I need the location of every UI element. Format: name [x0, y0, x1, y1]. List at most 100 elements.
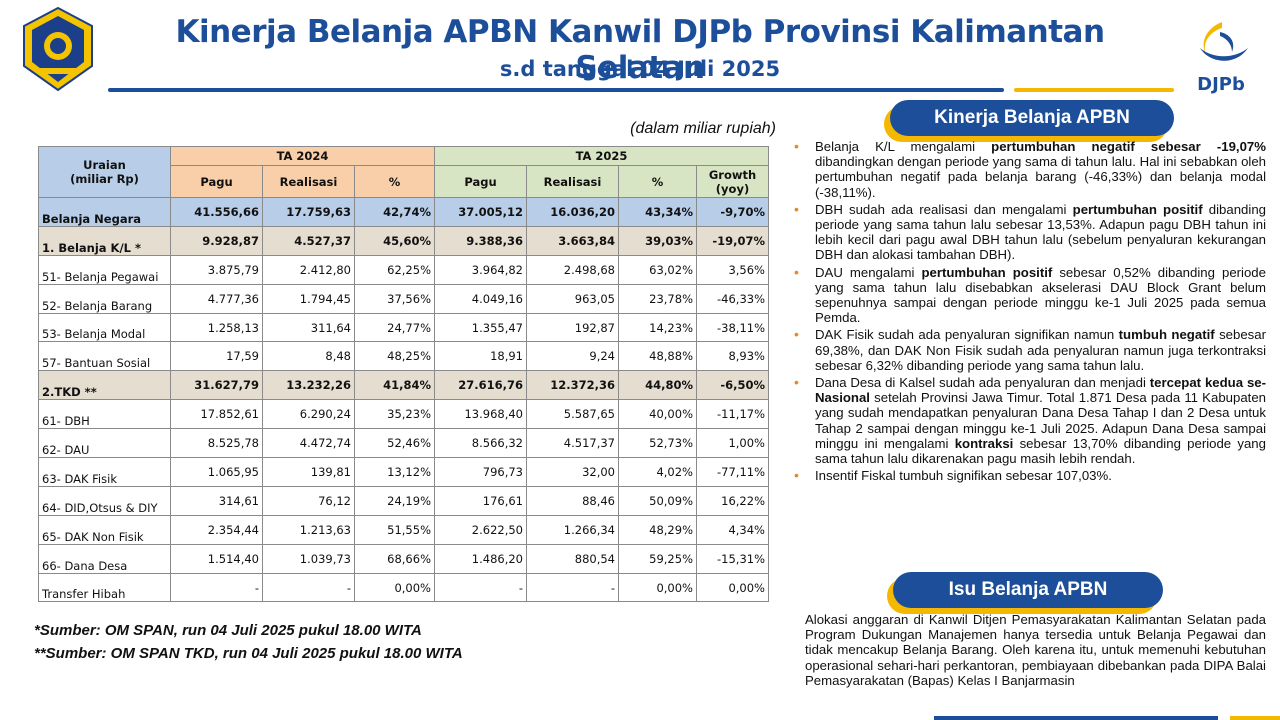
subheader-pct-2024: %: [354, 165, 435, 198]
kinerja-bullet: • DBH sudah ada realisasi dan mengalami p…: [792, 201, 1266, 263]
djpb-swirl-icon: [1200, 22, 1248, 61]
row-value: -11,17%: [696, 399, 769, 430]
row-value: 35,23%: [354, 399, 435, 430]
row-value: 62,25%: [354, 254, 435, 285]
subheader-pagu-2025: Pagu: [434, 165, 527, 198]
row-value: 1,00%: [696, 428, 769, 459]
row-value: 4,02%: [618, 457, 697, 487]
table-row: 64- DID,Otsus & DIY 314,61 76,12 24,19% 176,…: [38, 485, 769, 516]
row-value: 37.005,12: [434, 197, 527, 227]
row-value: 3.663,84: [526, 225, 619, 256]
bullet-text-bold: tercepat kedua se-Nasional: [815, 375, 1267, 406]
bullet-text: Dana Desa di Kalsel sudah ada penyaluran…: [815, 375, 1150, 391]
bullet-text: dibanding periode yang sama tahun lalu s…: [815, 201, 1266, 263]
row-value: 1.213,63: [262, 514, 355, 545]
row-value: 48,25%: [354, 341, 435, 372]
subheader-growth: Growth (yoy): [696, 165, 769, 198]
bullet-text: sebesar 13,70% dibanding periode yang sa…: [815, 435, 1266, 467]
kinerja-bullet: • Belanja K/L mengalami pertumbuhan negat…: [792, 138, 1266, 200]
kinerja-bullet: • Dana Desa di Kalsel sudah ada penyalura…: [792, 374, 1267, 467]
isu-heading: Isu Belanja APBN: [893, 572, 1163, 608]
table-row: 63- DAK Fisik 1.065,95 139,81 13,12% 796,73 3…: [38, 457, 769, 487]
row-value: 1.065,95: [170, 457, 263, 487]
bullet-icon: •: [794, 374, 799, 391]
row-value: 52,73%: [618, 428, 697, 459]
row-value: 88,46: [526, 485, 619, 516]
row-value: 14,23%: [618, 312, 697, 343]
row-value: 4.527,37: [262, 225, 355, 256]
kinerja-bullet: • DAU mengalami pertumbuhan positif sebes…: [792, 263, 1266, 326]
row-value: 963,05: [526, 283, 619, 314]
row-value: 1.355,47: [434, 312, 527, 343]
row-value: 12.372,36: [526, 370, 619, 401]
row-value: 1.514,40: [170, 543, 263, 574]
bullet-text: dibandingkan dengan periode yang sama di…: [815, 154, 1266, 200]
table-row: 57- Bantuan Sosial 17,59 8,48 48,25% 18,91 9,…: [38, 341, 769, 372]
row-value: 3.875,79: [170, 254, 263, 285]
row-label: 64- DID,Otsus & DIY: [38, 485, 171, 516]
row-label: Transfer Hibah: [38, 572, 171, 603]
row-label: 53- Belanja Modal: [38, 312, 171, 343]
row-value: 40,00%: [618, 399, 697, 430]
row-label: 1. Belanja K/L *: [38, 225, 171, 256]
row-value: -: [262, 572, 355, 603]
kinerja-bullet: • Insentif Fiskal tumbuh signifikan sebes…: [792, 467, 1266, 484]
row-value: 1.039,73: [262, 543, 355, 574]
row-value: 8.566,32: [434, 428, 527, 459]
row-value: 43,34%: [618, 197, 697, 227]
row-value: 8,93%: [696, 341, 769, 372]
header-ta2025: TA 2025: [434, 146, 769, 166]
row-value: 4.049,16: [434, 283, 527, 314]
page-title: Kinerja Belanja APBN Kanwil DJPb Provins…: [175, 14, 1105, 86]
row-value: 68,66%: [354, 543, 435, 574]
row-value: 8,48: [262, 341, 355, 372]
row-value: 311,64: [262, 312, 355, 343]
row-value: 59,25%: [618, 543, 697, 574]
row-value: 51,55%: [354, 514, 435, 545]
bullet-icon: •: [794, 467, 799, 484]
row-value: 27.616,76: [434, 370, 527, 401]
row-value: 139,81: [262, 457, 355, 487]
table-row: 2.TKD ** 31.627,79 13.232,26 41,84% 27.616,7…: [38, 370, 769, 401]
row-value: 16,22%: [696, 485, 769, 516]
row-value: 44,80%: [618, 370, 697, 401]
row-value: 0,00%: [354, 572, 435, 603]
row-value: 32,00: [526, 457, 619, 487]
row-label: 62- DAU: [38, 428, 171, 459]
subheader-pagu-2024: Pagu: [170, 165, 263, 198]
table-row: 66- Dana Desa 1.514,40 1.039,73 68,66% 1.486…: [38, 543, 769, 574]
row-value: -19,07%: [696, 225, 769, 256]
row-value: 796,73: [434, 457, 527, 487]
table-row: 1. Belanja K/L * 9.928,87 4.527,37 45,60% 9.…: [38, 225, 769, 256]
row-value: -77,11%: [696, 457, 769, 487]
row-value: 48,88%: [618, 341, 697, 372]
row-label: 61- DBH: [38, 399, 171, 430]
row-value: 1.486,20: [434, 543, 527, 574]
row-value: 37,56%: [354, 283, 435, 314]
row-label: Belanja Negara: [38, 197, 171, 227]
row-value: 52,46%: [354, 428, 435, 459]
row-value: -: [170, 572, 263, 603]
row-value: 4.777,36: [170, 283, 263, 314]
row-value: 8.525,78: [170, 428, 263, 459]
row-value: 18,91: [434, 341, 527, 372]
row-label: 65- DAK Non Fisik: [38, 514, 171, 545]
subheader-realisasi-2025: Realisasi: [526, 165, 619, 198]
row-value: 2.498,68: [526, 254, 619, 285]
row-value: 17,59: [170, 341, 263, 372]
row-value: 13,12%: [354, 457, 435, 487]
row-label: 57- Bantuan Sosial: [38, 341, 171, 372]
row-value: 17.759,63: [262, 197, 355, 227]
bullet-text-bold: tumbuh negatif: [1118, 327, 1215, 343]
table-row: 62- DAU 8.525,78 4.472,74 52,46% 8.566,32 4.5…: [38, 428, 769, 459]
table-row: 51- Belanja Pegawai 3.875,79 2.412,80 62,25…: [38, 254, 769, 285]
row-value: -15,31%: [696, 543, 769, 574]
row-label: 51- Belanja Pegawai: [38, 254, 171, 285]
row-value: 50,09%: [618, 485, 697, 516]
isu-text: Alokasi anggaran di Kanwil Ditjen Pemasy…: [805, 612, 1266, 688]
row-value: -: [526, 572, 619, 603]
unit-note: (dalam miliar rupiah): [630, 120, 776, 137]
bullet-icon: •: [794, 263, 799, 280]
kemenkeu-logo: [23, 6, 93, 92]
row-value: 5.587,65: [526, 399, 619, 430]
